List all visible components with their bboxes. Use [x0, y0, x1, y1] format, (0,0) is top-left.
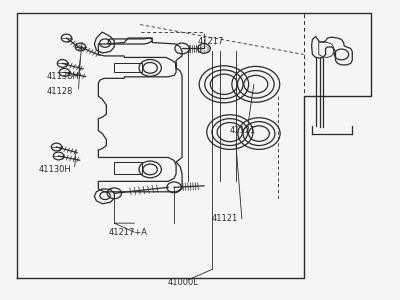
- Text: 41121: 41121: [212, 214, 238, 223]
- Text: 41121: 41121: [230, 126, 256, 135]
- Text: 41000L: 41000L: [168, 278, 199, 287]
- Text: 41138H: 41138H: [46, 72, 80, 81]
- Text: 41130H: 41130H: [38, 165, 71, 174]
- Text: 41128: 41128: [46, 87, 73, 96]
- Text: 41217: 41217: [198, 37, 224, 46]
- Text: 41217+A: 41217+A: [108, 228, 147, 237]
